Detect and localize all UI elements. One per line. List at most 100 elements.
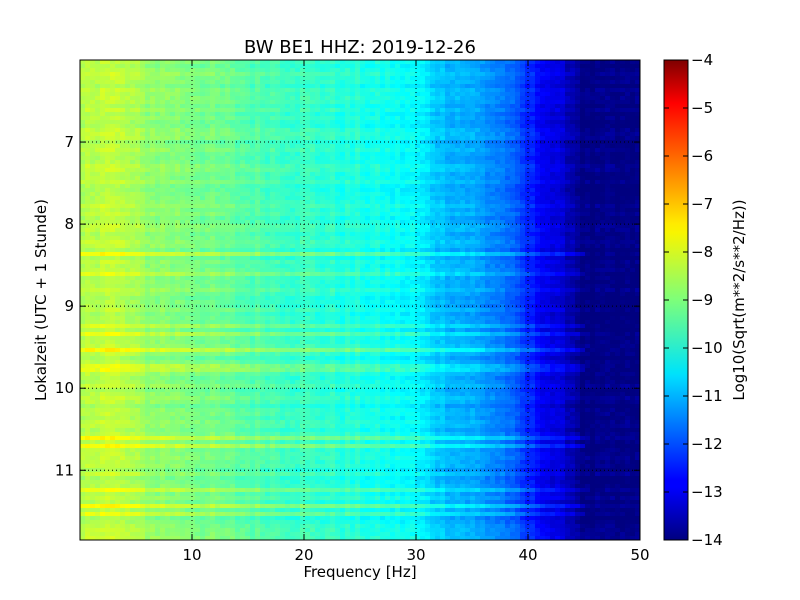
heatmap-cell bbox=[500, 92, 506, 97]
heatmap-cell bbox=[610, 100, 616, 105]
heatmap-cell bbox=[260, 208, 266, 213]
heatmap-cell bbox=[330, 100, 336, 105]
heatmap-cell bbox=[490, 164, 496, 169]
heatmap-cell bbox=[80, 116, 86, 121]
heatmap-cell bbox=[625, 60, 631, 65]
heatmap-cell bbox=[305, 208, 311, 213]
heatmap-cell bbox=[455, 64, 461, 69]
heatmap-cell bbox=[290, 132, 296, 137]
heatmap-cell bbox=[190, 136, 196, 141]
heatmap-cell bbox=[110, 192, 116, 197]
heatmap-cell bbox=[310, 180, 316, 185]
heatmap-cell bbox=[600, 120, 606, 125]
heatmap-cell bbox=[550, 144, 556, 149]
heatmap-cell bbox=[510, 184, 516, 189]
heatmap-cell bbox=[115, 172, 121, 177]
heatmap-cell bbox=[335, 84, 341, 89]
heatmap-cell bbox=[110, 120, 116, 125]
heatmap-cell bbox=[190, 200, 196, 205]
heatmap-cell bbox=[85, 84, 91, 89]
heatmap-cell bbox=[460, 176, 466, 181]
heatmap-cell bbox=[285, 200, 291, 205]
heatmap-cell bbox=[165, 116, 171, 121]
heatmap-cell bbox=[590, 108, 596, 113]
heatmap-cell bbox=[140, 140, 146, 145]
heatmap-cell bbox=[100, 192, 106, 197]
heatmap-cell bbox=[260, 80, 266, 85]
heatmap-cell bbox=[465, 156, 471, 161]
heatmap-cell bbox=[90, 88, 96, 93]
heatmap-cell bbox=[350, 132, 356, 137]
heatmap-cell bbox=[555, 228, 561, 233]
heatmap-cell bbox=[445, 92, 451, 97]
heatmap-cell bbox=[195, 104, 201, 109]
heatmap-cell bbox=[85, 100, 91, 105]
heatmap-cell bbox=[405, 140, 411, 145]
heatmap-cell bbox=[85, 92, 91, 97]
heatmap-cell bbox=[420, 96, 426, 101]
heatmap-cell bbox=[615, 72, 621, 77]
heatmap-cell bbox=[545, 84, 551, 89]
heatmap-cell bbox=[100, 200, 106, 205]
heatmap-cell bbox=[345, 68, 351, 73]
heatmap-cell bbox=[325, 132, 331, 137]
heatmap-cell bbox=[525, 164, 531, 169]
heatmap-cell bbox=[400, 176, 406, 181]
heatmap-cell bbox=[235, 172, 241, 177]
heatmap-cell bbox=[425, 220, 431, 225]
heatmap-cell bbox=[355, 68, 361, 73]
heatmap-cell bbox=[100, 76, 106, 81]
heatmap-cell bbox=[445, 216, 451, 221]
heatmap-cell bbox=[625, 132, 631, 137]
heatmap-cell bbox=[185, 96, 191, 101]
heatmap-cell bbox=[535, 104, 541, 109]
heatmap-cell bbox=[540, 156, 546, 161]
heatmap-cell bbox=[535, 100, 541, 105]
heatmap-cell bbox=[245, 224, 251, 229]
heatmap-cell bbox=[405, 204, 411, 209]
heatmap-cell bbox=[290, 100, 296, 105]
heatmap-cell bbox=[520, 64, 526, 69]
heatmap-cell bbox=[360, 64, 366, 69]
heatmap-cell bbox=[210, 112, 216, 117]
heatmap-cell bbox=[140, 172, 146, 177]
heatmap-cell bbox=[90, 204, 96, 209]
heatmap-cell bbox=[165, 76, 171, 81]
heatmap-cell bbox=[255, 148, 261, 153]
heatmap-cell bbox=[625, 116, 631, 121]
heatmap-cell bbox=[545, 148, 551, 153]
heatmap-cell bbox=[80, 216, 86, 221]
heatmap-cell bbox=[505, 200, 511, 205]
heatmap-cell bbox=[460, 228, 466, 233]
heatmap-cell bbox=[235, 228, 241, 233]
heatmap-cell bbox=[130, 120, 136, 125]
heatmap-cell bbox=[260, 176, 266, 181]
heatmap-cell bbox=[365, 80, 371, 85]
heatmap-cell bbox=[130, 212, 136, 217]
heatmap-cell bbox=[270, 224, 276, 229]
heatmap-cell bbox=[610, 80, 616, 85]
heatmap-cell bbox=[355, 196, 361, 201]
heatmap-cell bbox=[545, 184, 551, 189]
heatmap-cell bbox=[600, 132, 606, 137]
heatmap-cell bbox=[300, 136, 306, 141]
heatmap-cell bbox=[565, 124, 571, 129]
heatmap-cell bbox=[380, 96, 386, 101]
heatmap-cell bbox=[390, 152, 396, 157]
heatmap-cell bbox=[185, 116, 191, 121]
heatmap-cell bbox=[110, 80, 116, 85]
heatmap-cell bbox=[490, 116, 496, 121]
heatmap-cell bbox=[190, 132, 196, 137]
heatmap-cell bbox=[360, 212, 366, 217]
heatmap-cell bbox=[300, 80, 306, 85]
heatmap-cell bbox=[385, 212, 391, 217]
heatmap-cell bbox=[425, 168, 431, 173]
heatmap-cell bbox=[520, 204, 526, 209]
heatmap-cell bbox=[540, 76, 546, 81]
heatmap-cell bbox=[125, 84, 131, 89]
heatmap-cell bbox=[460, 224, 466, 229]
heatmap-cell bbox=[460, 160, 466, 165]
heatmap-cell bbox=[235, 92, 241, 97]
heatmap-cell bbox=[430, 144, 436, 149]
heatmap-cell bbox=[215, 116, 221, 121]
